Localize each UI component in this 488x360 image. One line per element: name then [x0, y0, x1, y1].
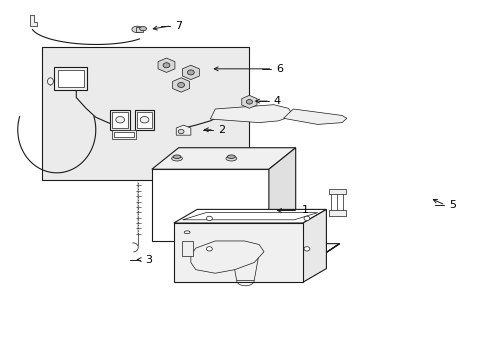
Polygon shape: [30, 15, 37, 26]
Polygon shape: [268, 148, 295, 241]
Polygon shape: [241, 95, 257, 108]
Polygon shape: [176, 252, 327, 268]
Polygon shape: [190, 241, 264, 273]
Ellipse shape: [304, 247, 309, 251]
Ellipse shape: [187, 70, 194, 75]
Polygon shape: [152, 169, 268, 241]
Bar: [328, 189, 346, 194]
Text: 4: 4: [273, 96, 280, 106]
Polygon shape: [182, 65, 199, 80]
Polygon shape: [173, 223, 303, 282]
Bar: [42, 47, 249, 180]
Polygon shape: [303, 210, 326, 282]
Ellipse shape: [140, 117, 149, 123]
Ellipse shape: [227, 155, 235, 158]
Bar: [114, 132, 134, 137]
Ellipse shape: [116, 117, 124, 123]
Text: 3: 3: [145, 255, 152, 265]
Polygon shape: [231, 253, 259, 280]
Ellipse shape: [184, 231, 190, 234]
Polygon shape: [152, 148, 295, 169]
Bar: [54, 67, 87, 90]
Text: 5: 5: [448, 200, 455, 210]
Bar: [112, 112, 128, 129]
Ellipse shape: [304, 216, 309, 221]
Text: 6: 6: [276, 64, 283, 74]
Ellipse shape: [173, 155, 181, 158]
Ellipse shape: [132, 26, 142, 33]
Ellipse shape: [178, 130, 183, 134]
Bar: [112, 130, 136, 139]
Bar: [136, 27, 143, 32]
Ellipse shape: [163, 63, 169, 68]
Ellipse shape: [47, 78, 53, 85]
Ellipse shape: [177, 82, 184, 87]
Polygon shape: [283, 109, 346, 125]
Ellipse shape: [140, 27, 146, 31]
Bar: [182, 241, 192, 256]
Ellipse shape: [206, 216, 212, 221]
Bar: [58, 70, 83, 87]
Polygon shape: [210, 105, 293, 123]
Text: 1: 1: [302, 206, 308, 216]
Polygon shape: [173, 210, 326, 223]
Ellipse shape: [225, 156, 236, 161]
Ellipse shape: [171, 156, 182, 161]
Text: 7: 7: [175, 21, 182, 31]
Polygon shape: [176, 125, 190, 135]
Bar: [328, 210, 346, 216]
Bar: [137, 112, 152, 129]
Bar: [135, 110, 154, 130]
Polygon shape: [158, 58, 175, 72]
Text: 2: 2: [217, 125, 224, 135]
Polygon shape: [172, 78, 189, 92]
Ellipse shape: [206, 247, 212, 251]
Polygon shape: [303, 244, 339, 268]
Bar: [110, 110, 130, 130]
Ellipse shape: [246, 100, 252, 104]
Polygon shape: [200, 244, 339, 252]
